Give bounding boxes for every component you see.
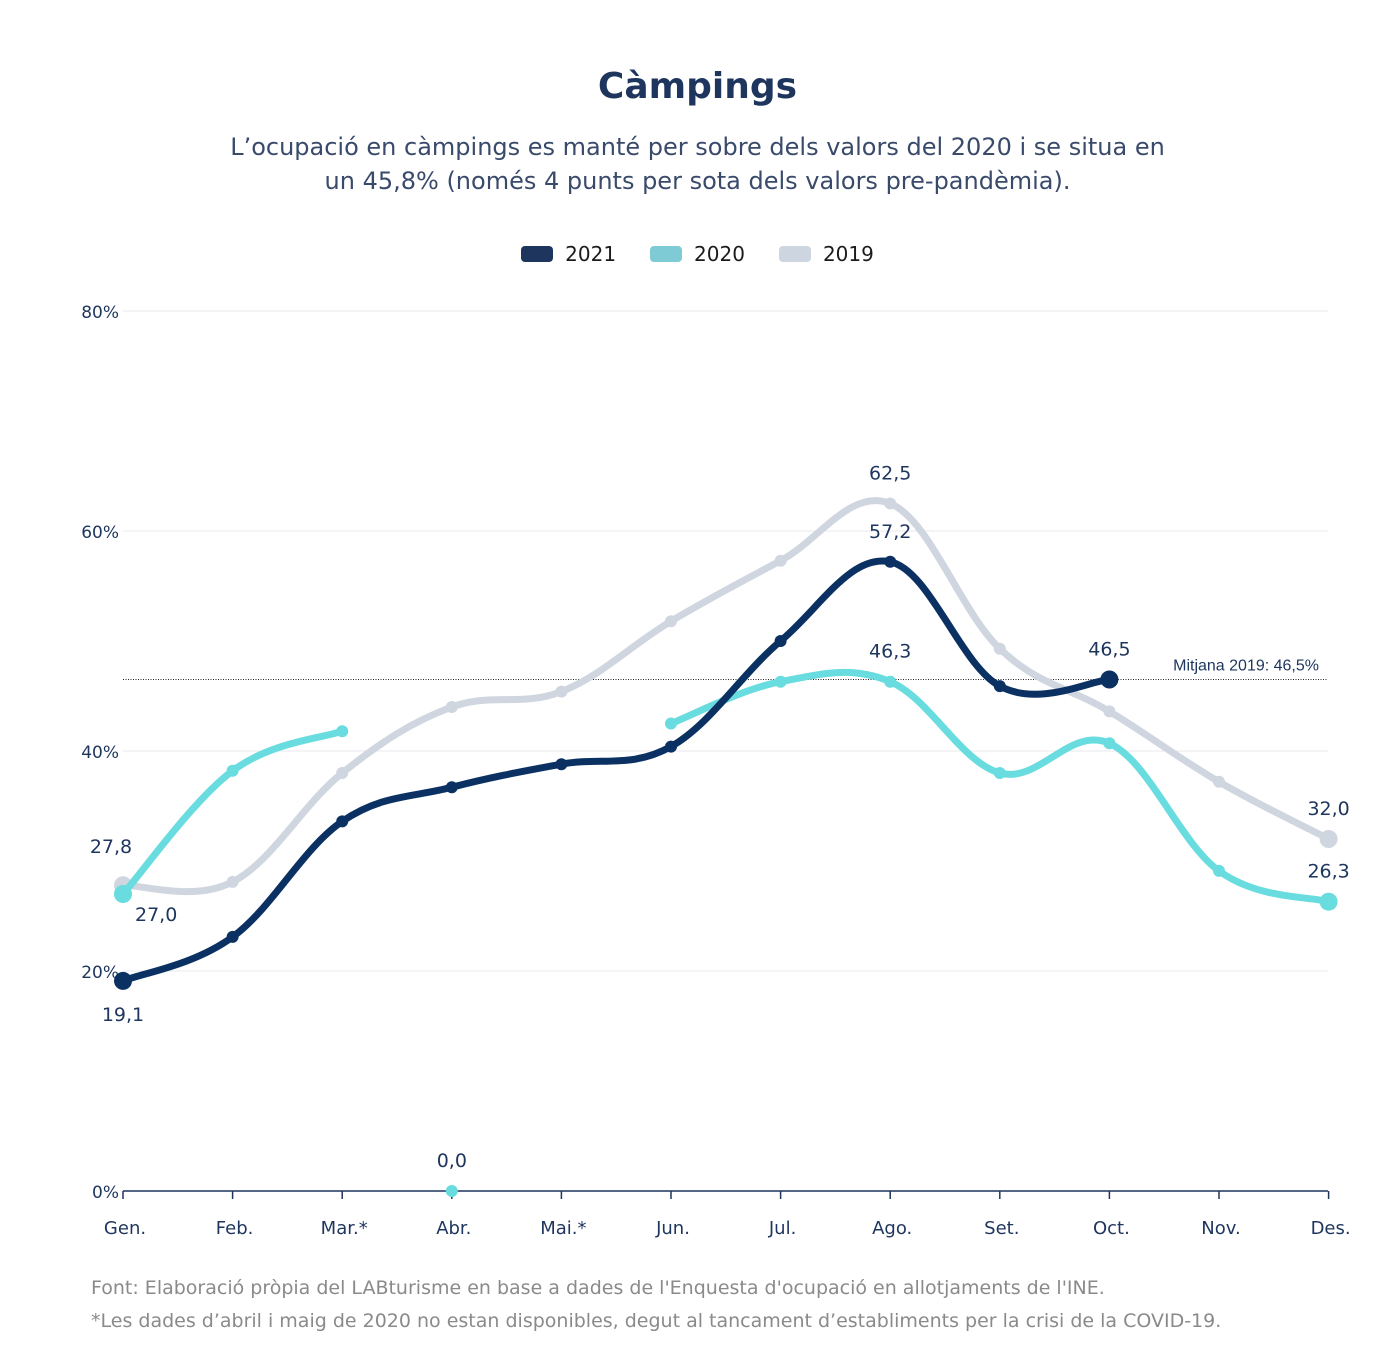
legend-item-2021[interactable]: 2021 [515, 240, 622, 268]
data-label-2019-0: 27,8 [90, 836, 132, 858]
source-note: Font: Elaboració pròpia del LABturisme e… [91, 1277, 1105, 1299]
series-2020-point-9 [1103, 737, 1116, 750]
series-2019-point-8 [993, 642, 1006, 655]
y-tick-label-60: 60% [81, 523, 119, 543]
series-2020-line-0 [119, 727, 346, 898]
series-2020-point-10 [1213, 864, 1225, 877]
legend-swatch-2021 [521, 246, 554, 262]
series-2021-point-7 [884, 555, 897, 568]
series-2020-point-11 [1319, 892, 1338, 911]
series-2021-line-0 [119, 557, 1113, 985]
series-2021-point-0 [114, 971, 132, 990]
data-label-2020-11: 26,3 [1307, 861, 1349, 883]
x-tick-label-1: Feb. [216, 1218, 254, 1239]
reference-line-label: Mitjana 2019: 46,5% [1173, 658, 1319, 675]
series-2021-point-2 [336, 815, 349, 828]
legend-item-2020[interactable]: 2020 [644, 240, 751, 268]
legend-swatch-2019 [778, 246, 811, 262]
series-2021-point-6 [774, 635, 787, 647]
legend-label-2020: 2020 [694, 242, 745, 266]
series-2019-point-2 [336, 767, 349, 779]
series-2019-point-11 [1319, 830, 1338, 848]
y-tick-label-80: 80% [81, 303, 119, 323]
series-2020-point-6 [774, 675, 787, 688]
x-tick-label-11: Des. [1311, 1218, 1351, 1239]
series-2019-point-1 [226, 875, 239, 888]
chart-subtitle-line-2: un 45,8% (només 4 punts per sota dels va… [324, 167, 1071, 195]
data-label-2020-3: 0,0 [437, 1150, 467, 1172]
legend-label-2019: 2019 [822, 242, 874, 266]
series-2021-point-5 [665, 740, 677, 753]
series-2020-point-8 [993, 767, 1006, 779]
x-tick-label-3: Abr. [436, 1218, 471, 1239]
x-tick-label-5: Jun. [655, 1218, 690, 1239]
legend-label-2021: 2021 [565, 242, 617, 266]
covid-footnote: *Les dades d’abril i maig de 2020 no est… [91, 1310, 1222, 1332]
series-2019-point-4 [555, 685, 568, 698]
series-2019-point-6 [774, 554, 787, 567]
x-tick-label-0: Gen. [104, 1218, 146, 1239]
series-2019-point-10 [1213, 775, 1225, 788]
chart-subtitle-line-1: L’ocupació en càmpings es manté per sobr… [230, 133, 1165, 161]
x-tick-label-7: Ago. [872, 1218, 912, 1239]
series-2021-point-1 [226, 930, 239, 943]
x-tick-label-6: Jul. [768, 1218, 796, 1239]
series-2020-point-7 [884, 675, 897, 688]
data-label-2020-7: 46,3 [869, 641, 911, 663]
x-tick-label-9: Oct. [1093, 1218, 1130, 1239]
data-label-2021-9: 46,5 [1088, 639, 1130, 661]
series-2021-point-3 [445, 781, 458, 794]
legend-item-2019[interactable]: 2019 [773, 240, 880, 268]
series-2019-line-0 [119, 497, 1333, 896]
series-2021-point-9 [1100, 670, 1119, 689]
legend-swatch-2020 [650, 246, 683, 262]
data-label-2020-0: 27,0 [135, 904, 177, 926]
series-2021-point-4 [555, 758, 568, 771]
series-2020-point-5 [665, 717, 677, 730]
chart-legend: 2021 2020 2019 [0, 240, 1395, 268]
data-label-2019-7: 62,5 [869, 463, 911, 485]
series-2021-point-8 [993, 680, 1006, 693]
y-tick-label-0: 0% [92, 1183, 119, 1203]
series-2020-point-3 [445, 1185, 458, 1197]
x-tick-label-8: Set. [984, 1218, 1019, 1239]
series-2020-point-1 [226, 764, 239, 777]
series-2019-point-7 [884, 497, 897, 510]
x-tick-label-4: Mai.* [540, 1218, 586, 1239]
y-tick-label-40: 40% [81, 743, 119, 763]
chart-title: Càmpings [597, 66, 798, 107]
series-2019-point-5 [665, 615, 677, 628]
data-label-2021-7: 57,2 [869, 521, 911, 543]
x-tick-label-10: Nov. [1201, 1218, 1240, 1239]
x-tick-label-2: Mar.* [321, 1218, 368, 1239]
series-2019-point-9 [1103, 705, 1116, 718]
y-tick-label-20: 20% [81, 963, 119, 983]
series-2020-point-2 [336, 725, 349, 738]
series-2019-point-3 [445, 701, 458, 713]
data-label-2021-0: 19,1 [102, 1004, 144, 1026]
series-2020-point-0 [114, 885, 132, 903]
data-label-2019-11: 32,0 [1307, 798, 1349, 820]
